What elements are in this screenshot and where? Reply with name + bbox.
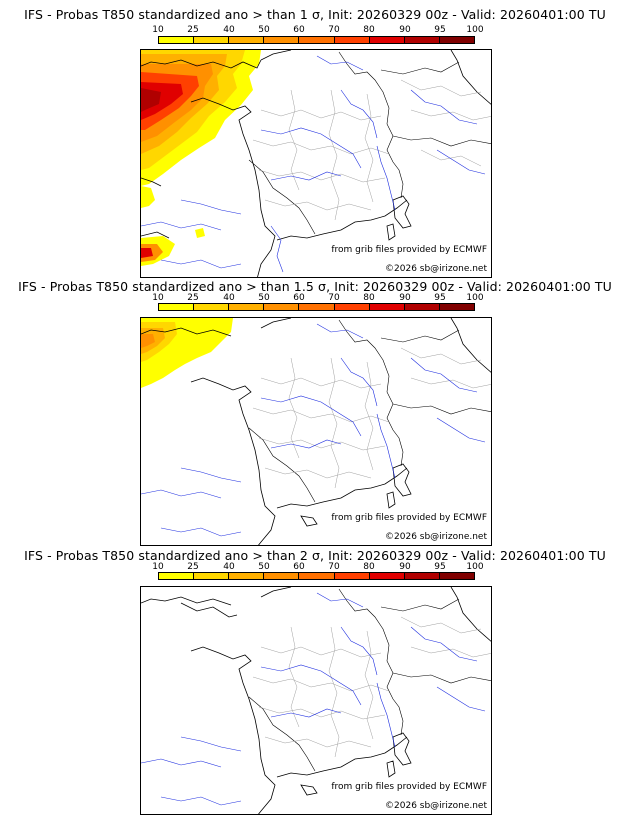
rivers: [141, 55, 486, 273]
rivers: [141, 323, 486, 537]
rivers: [141, 592, 486, 806]
coastlines: [141, 587, 491, 814]
tick-label: 70: [328, 562, 340, 572]
tick-label: 70: [328, 25, 340, 35]
map-drawing: [141, 587, 491, 814]
tick-label: 95: [434, 293, 446, 303]
colorbar-segment: [194, 37, 230, 43]
colorbar-segment: [439, 573, 474, 579]
tick-label: 10: [152, 293, 164, 303]
tick-label: 40: [223, 562, 235, 572]
colorbar: [158, 36, 475, 44]
colorbar-ticks: 10 25 40 50 60 70 80 90 95 100: [0, 25, 630, 35]
panel-title: IFS - Probas T850 standardized ano > tha…: [18, 279, 612, 294]
colorbar-segment: [404, 304, 440, 310]
colorbar-segment: [229, 304, 265, 310]
regional-boundaries: [252, 79, 491, 221]
colorbar-segment: [334, 573, 370, 579]
source-credit: from grib files provided by ECMWF: [331, 513, 487, 523]
map-frame: from grib files provided by ECMWF ©2026 …: [140, 49, 492, 278]
panel-title: IFS - Probas T850 standardized ano > tha…: [24, 548, 606, 563]
tick-label: 25: [187, 293, 199, 303]
colorbar-segment: [369, 304, 405, 310]
colorbar-segment: [159, 304, 195, 310]
tick-label: 10: [152, 562, 164, 572]
tick-label: 95: [434, 25, 446, 35]
tick-label: 100: [466, 293, 484, 303]
tick-label: 80: [363, 293, 375, 303]
colorbar-segment: [264, 37, 300, 43]
colorbar-segment: [264, 304, 300, 310]
source-credit: from grib files provided by ECMWF: [331, 782, 487, 792]
map-drawing: [141, 50, 491, 277]
tick-label: 80: [363, 562, 375, 572]
tick-label: 50: [258, 562, 270, 572]
tick-label: 40: [223, 25, 235, 35]
colorbar: [158, 572, 475, 580]
borders: [248, 588, 491, 772]
tick-label: 25: [187, 562, 199, 572]
tick-label: 70: [328, 293, 340, 303]
tick-label: 100: [466, 562, 484, 572]
colorbar-segment: [299, 37, 335, 43]
copyright-notice: ©2026 sb@irizone.net: [385, 532, 487, 542]
tick-label: 25: [187, 25, 199, 35]
tick-label: 80: [363, 25, 375, 35]
colorbar-segment: [159, 37, 195, 43]
panel-title: IFS - Probas T850 standardized ano > tha…: [24, 7, 606, 22]
tick-label: 60: [293, 562, 305, 572]
tick-label: 40: [223, 293, 235, 303]
colorbar-segment: [194, 573, 230, 579]
copyright-notice: ©2026 sb@irizone.net: [385, 264, 487, 274]
tick-label: 90: [399, 562, 411, 572]
coastlines: [141, 50, 491, 277]
coastlines: [141, 318, 491, 545]
colorbar-segment: [334, 37, 370, 43]
map-frame: from grib files provided by ECMWF ©2026 …: [140, 317, 492, 546]
map-frame: from grib files provided by ECMWF ©2026 …: [140, 586, 492, 815]
colorbar-segment: [439, 304, 474, 310]
colorbar-segment: [404, 573, 440, 579]
colorbar-ticks: 10 25 40 50 60 70 80 90 95 100: [0, 562, 630, 572]
probability-shading: [141, 50, 261, 266]
tick-label: 50: [258, 25, 270, 35]
colorbar-segment: [369, 573, 405, 579]
borders: [248, 319, 491, 503]
colorbar-segment: [159, 573, 195, 579]
source-credit: from grib files provided by ECMWF: [331, 245, 487, 255]
tick-label: 90: [399, 25, 411, 35]
colorbar-segment: [194, 304, 230, 310]
probability-shading: [141, 318, 233, 388]
colorbar-segment: [369, 37, 405, 43]
tick-label: 90: [399, 293, 411, 303]
colorbar-ticks: 10 25 40 50 60 70 80 90 95 100: [0, 293, 630, 303]
tick-label: 60: [293, 293, 305, 303]
colorbar-segment: [264, 573, 300, 579]
colorbar-segment: [299, 304, 335, 310]
tick-label: 100: [466, 25, 484, 35]
colorbar-segment: [404, 37, 440, 43]
regional-boundaries: [252, 616, 491, 758]
copyright-notice: ©2026 sb@irizone.net: [385, 801, 487, 811]
tick-label: 60: [293, 25, 305, 35]
colorbar: [158, 303, 475, 311]
tick-label: 95: [434, 562, 446, 572]
tick-label: 50: [258, 293, 270, 303]
map-drawing: [141, 318, 491, 545]
tick-label: 10: [152, 25, 164, 35]
colorbar-segment: [229, 573, 265, 579]
colorbar-segment: [299, 573, 335, 579]
colorbar-segment: [334, 304, 370, 310]
colorbar-segment: [229, 37, 265, 43]
regional-boundaries: [252, 347, 491, 489]
borders: [248, 51, 491, 235]
colorbar-segment: [439, 37, 474, 43]
